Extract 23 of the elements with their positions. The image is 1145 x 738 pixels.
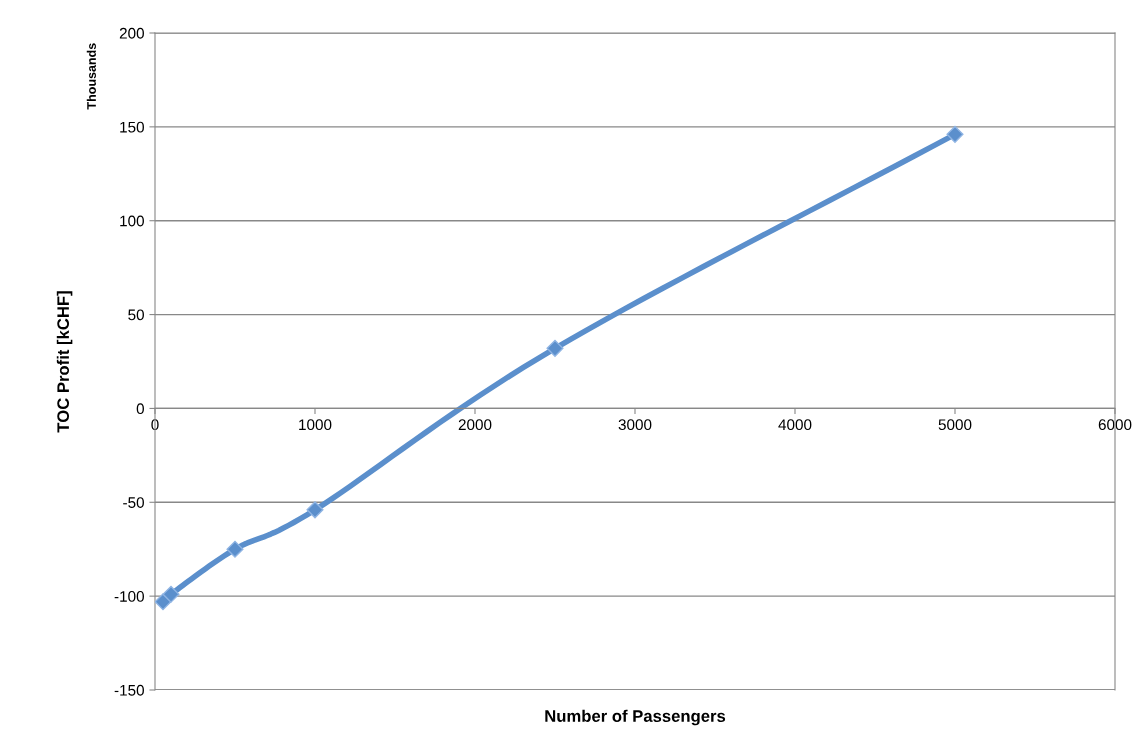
y-tick-label: 100 [120,215,144,227]
y-tick-label: 150 [120,121,144,133]
y-tick-label: 0 [136,403,144,415]
point [162,585,180,603]
x-tick-label: 6000 [1098,419,1132,431]
point [306,501,324,519]
point [946,125,964,143]
x-tick-label: 5000 [938,419,972,431]
point [226,540,244,558]
x-tick-label: 2000 [458,419,492,431]
x-tick-label: 4000 [778,419,812,431]
y-tick-label: 50 [128,309,144,321]
x-tick-label: 1000 [299,419,332,431]
y-tick-label: -150 [114,684,144,696]
x-tick-label: 0 [151,419,159,431]
x-tick-label: 3000 [618,419,652,431]
point [546,339,564,357]
y-tick-label: 200 [119,27,144,39]
y-axis-title: TOC Profit [kCHF] [56,291,73,433]
text: Thousands [86,43,96,110]
y-tick-label: -100 [114,591,144,602]
x-axis-title: Number of Passengers [545,709,726,726]
y-tick-label: -50 [123,497,144,508]
